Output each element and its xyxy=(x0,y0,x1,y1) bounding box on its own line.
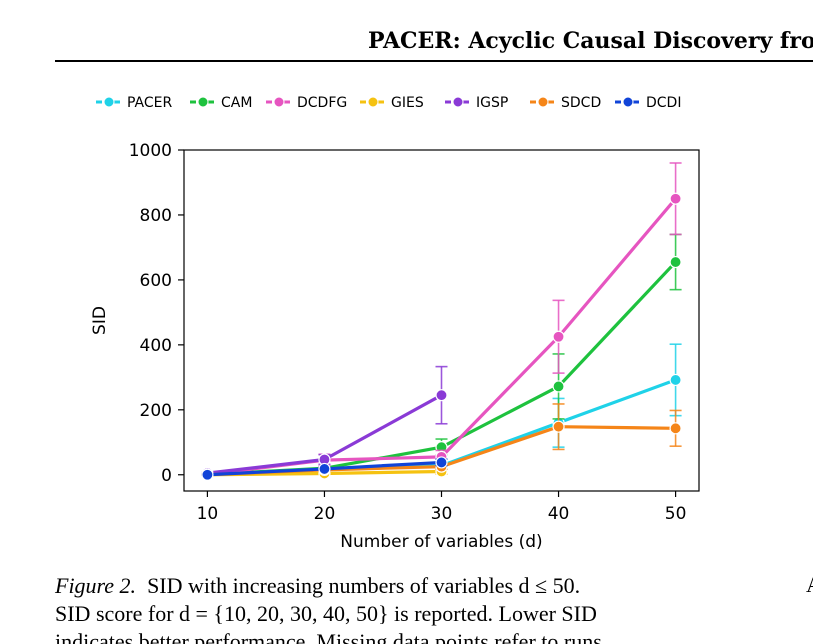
legend-marker xyxy=(452,96,464,108)
legend-marker xyxy=(622,96,634,108)
legend-marker xyxy=(197,96,209,108)
adjacent-column-fragment: A xyxy=(806,572,813,598)
legend-marker xyxy=(367,96,379,108)
x-tick-label: 50 xyxy=(665,504,687,524)
sid-line-chart: PACER CAM DCDFG GIES IGSP SDCD DCDI 10 20 30 40 50… xyxy=(90,95,700,552)
y-tick-label: 1000 xyxy=(129,141,172,161)
data-point xyxy=(435,389,448,402)
chart-axes: 10 20 30 40 50 0 200 400 600 800 1000 Number of var… xyxy=(90,141,700,552)
legend-entry-dcdi: DCDI xyxy=(615,95,681,111)
legend-entry-pacer: PACER xyxy=(96,95,172,111)
legend-label: SDCD xyxy=(561,95,601,111)
data-point xyxy=(552,330,565,343)
data-point xyxy=(669,255,682,269)
data-point xyxy=(201,468,214,481)
legend-entry-igsp: IGSP xyxy=(445,95,508,111)
legend-marker xyxy=(537,96,549,108)
header-rule xyxy=(55,60,813,62)
caption-line2: SID score for d = {10, 20, 30, 40, 50} i… xyxy=(55,601,597,626)
x-tick-label: 30 xyxy=(431,504,453,524)
x-tick-label: 10 xyxy=(197,504,219,524)
legend-entry-dcdfg: DCDFG xyxy=(266,95,347,111)
legend-entry-sdcd: SDCD xyxy=(530,95,601,111)
caption-line3: indicates better performance. Missing da… xyxy=(55,629,602,644)
x-tick-label: 20 xyxy=(314,504,336,524)
x-axis-label: Number of variables (d) xyxy=(340,532,542,552)
legend-label: DCDFG xyxy=(297,95,347,111)
y-tick-label: 200 xyxy=(140,401,172,421)
data-point xyxy=(552,380,565,393)
series-dcdi xyxy=(201,456,448,481)
data-point xyxy=(318,462,331,476)
header-title: PACER: Acyclic Causal Discovery from xyxy=(368,28,813,54)
data-point xyxy=(669,192,682,205)
legend-entry-cam: CAM xyxy=(190,95,252,111)
series-igsp xyxy=(201,365,448,480)
legend-label: GIES xyxy=(391,95,424,111)
y-tick-label: 600 xyxy=(140,271,172,291)
figure-caption: Figure 2. SID with increasing numbers of… xyxy=(55,572,763,644)
y-tick-label: 0 xyxy=(161,466,172,486)
y-axis-label: SID xyxy=(90,306,110,335)
data-point xyxy=(669,422,682,435)
legend-label: DCDI xyxy=(646,95,681,111)
legend-marker xyxy=(103,96,115,108)
caption-line1: SID with increasing numbers of variables… xyxy=(147,573,581,598)
x-tick-label: 40 xyxy=(548,504,570,524)
data-point xyxy=(669,373,682,387)
chart-plot-area xyxy=(201,162,682,481)
legend-label: CAM xyxy=(221,95,252,111)
y-tick-label: 400 xyxy=(140,336,172,356)
legend-entry-gies: GIES xyxy=(360,95,424,111)
y-tick-label: 800 xyxy=(140,206,172,226)
chart-legend: PACER CAM DCDFG GIES IGSP SDCD DCDI xyxy=(96,95,681,111)
legend-marker xyxy=(273,96,285,108)
legend-label: IGSP xyxy=(476,95,508,111)
series-cam xyxy=(201,233,682,481)
legend-label: PACER xyxy=(127,95,172,111)
data-point xyxy=(435,456,448,469)
data-point xyxy=(552,420,565,433)
caption-label: Figure 2. xyxy=(55,573,137,598)
series-dcdfg xyxy=(201,162,682,481)
